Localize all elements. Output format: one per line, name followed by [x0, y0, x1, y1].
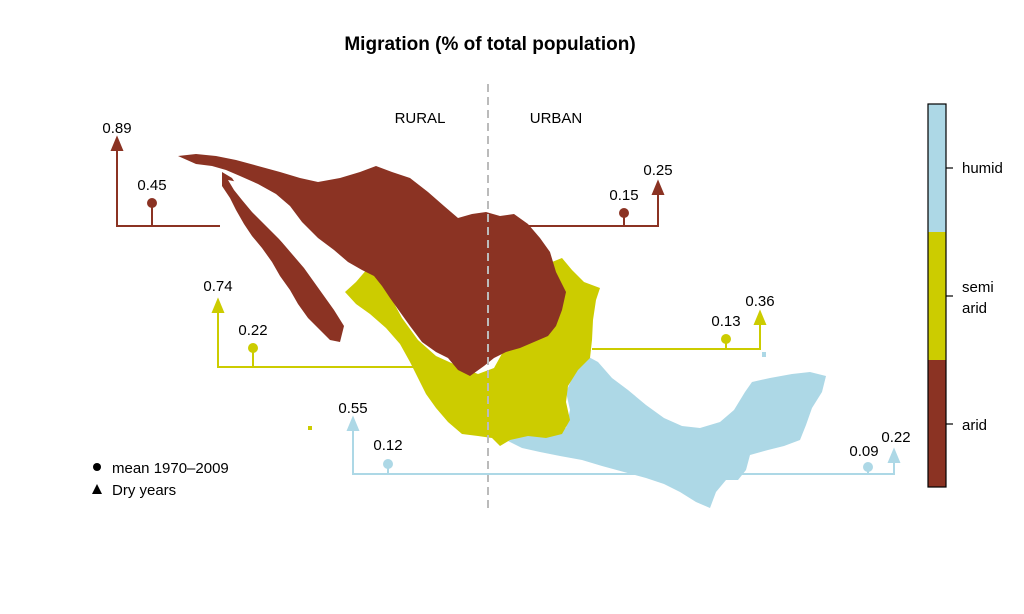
arid-urban-dry-value: 0.25 [643, 162, 672, 179]
semi-arid-rural-dry-value: 0.74 [203, 278, 232, 295]
humid-urban-dry-value: 0.22 [881, 429, 910, 446]
urban-label: URBAN [530, 110, 583, 127]
humid-rural-mean-value: 0.12 [373, 437, 402, 454]
migration-bracket-arid [110, 135, 665, 227]
color-bar-label-semi: semi [962, 279, 994, 296]
migration-bracket-humid [346, 415, 901, 475]
humid-rural-dry-value: 0.55 [338, 400, 367, 417]
mean-symbol-icon [93, 463, 101, 471]
climate-color-bar: humid semi arid arid [927, 103, 1003, 488]
map-region-arid-baja [222, 172, 344, 342]
color-bar-label-arid-line2: arid [962, 300, 987, 317]
color-bar-humid [928, 104, 946, 232]
color-bar-label-arid: arid [962, 417, 987, 434]
legend-mean-label: mean 1970–2009 [112, 460, 229, 477]
map-region-humid [500, 355, 826, 508]
arid-rural-mean-value: 0.45 [137, 177, 166, 194]
color-bar-arid [928, 360, 946, 487]
legend-dry-label: Dry years [112, 482, 176, 499]
map-region-arid-mainland [178, 154, 566, 376]
humid-urban-mean-value: 0.09 [849, 443, 878, 460]
color-bar-semi-arid [928, 232, 946, 360]
arid-rural-dry-value: 0.89 [102, 120, 131, 137]
semi-arid-urban-dry-value: 0.36 [745, 293, 774, 310]
semi-arid-rural-mean-value: 0.22 [238, 322, 267, 339]
map-island [308, 426, 312, 430]
map-region-semi-arid [345, 258, 600, 446]
dry-symbol-icon [92, 484, 102, 494]
semi-arid-urban-mean-value: 0.13 [711, 313, 740, 330]
color-bar-label-humid: humid [962, 160, 1003, 177]
map-island [762, 352, 766, 357]
gulf-of-california [228, 180, 304, 258]
rural-label: RURAL [395, 110, 446, 127]
symbol-legend: mean 1970–2009 Dry years [92, 460, 229, 499]
chart-title: Migration (% of total population) [344, 34, 635, 55]
migration-bracket-semi-arid [211, 297, 767, 368]
mexico-map [178, 154, 826, 508]
arid-urban-mean-value: 0.15 [609, 187, 638, 204]
